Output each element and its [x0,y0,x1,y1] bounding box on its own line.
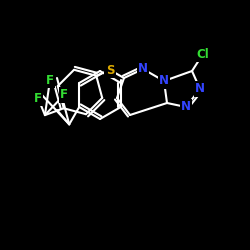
Text: N: N [159,74,169,88]
Text: F: F [60,88,68,102]
Text: F: F [34,92,42,104]
Text: N: N [195,82,205,96]
Text: Cl: Cl [196,48,209,60]
Text: N: N [181,100,191,114]
Text: F: F [46,74,54,86]
Text: N: N [138,62,148,76]
Text: S: S [106,64,114,76]
